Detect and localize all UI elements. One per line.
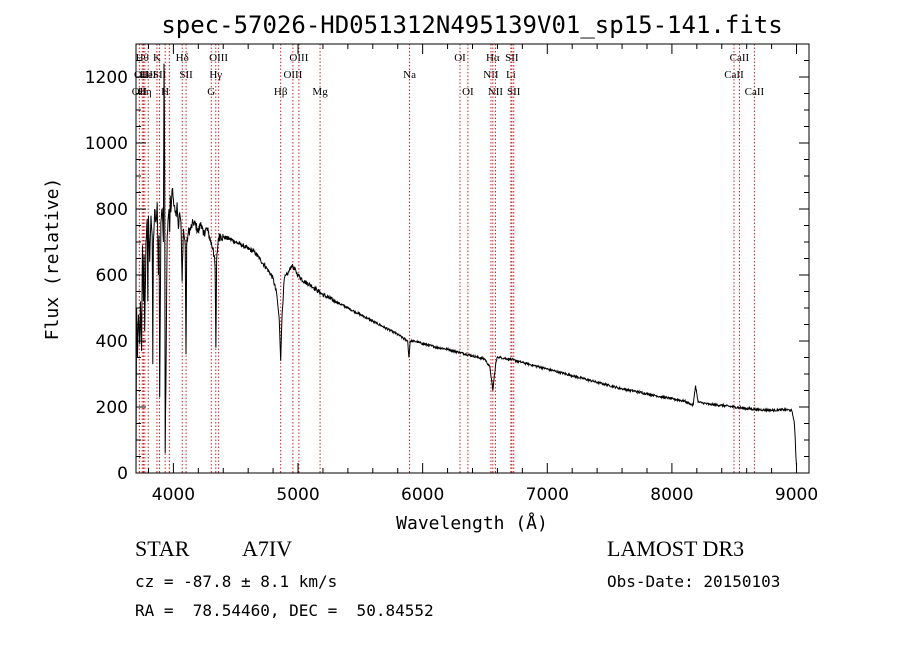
x-tick-label: 9000 (775, 485, 818, 505)
object-subclass: A7IV (242, 536, 293, 561)
y-tick-label: 0 (117, 464, 128, 484)
marker-label: K (153, 52, 161, 64)
marker-label: OIII (283, 69, 302, 81)
spectrum-line (135, 63, 797, 474)
object-class: STAR (135, 536, 190, 561)
marker-label: Mg (312, 86, 328, 98)
plot-frame (135, 43, 810, 474)
x-axis-label: Wavelength (Å) (396, 512, 548, 534)
marker-label: Hη (138, 86, 152, 98)
marker-label: OI (454, 52, 466, 64)
y-tick-label: 600 (96, 266, 128, 286)
redshift-velocity: cz = -87.8 ± 8.1 km/s (135, 572, 338, 591)
marker-label: NII (488, 86, 504, 98)
marker-label: CaII (730, 52, 750, 64)
marker-label: NII (483, 69, 499, 81)
marker-label: Hδ (176, 52, 189, 64)
observation-date: Obs-Date: 20150103 (607, 572, 781, 591)
y-tick-label: 1000 (85, 134, 128, 154)
marker-label: Hβ (274, 86, 288, 98)
marker-label: OIII (209, 52, 228, 64)
y-tick-label: 1200 (85, 68, 128, 88)
marker-label: CaII (724, 69, 744, 81)
marker-label: CaII (745, 86, 765, 98)
marker-label: SII (505, 52, 519, 64)
sky-coordinates: RA = 78.54460, DEC = 50.84552 (135, 601, 434, 620)
marker-label: SII (153, 69, 167, 81)
marker-label: Li (506, 69, 516, 81)
x-tick-label: 4000 (152, 485, 195, 505)
marker-label: H (161, 86, 169, 98)
chart-title: spec-57026-HD051312N495139V01_sp15-141.f… (161, 11, 782, 39)
marker-label: G (207, 86, 215, 98)
marker-label: Hα (486, 52, 500, 64)
y-tick-label: 800 (96, 200, 128, 220)
y-tick-label: 400 (96, 332, 128, 352)
x-tick-label: 7000 (526, 485, 569, 505)
x-axis-ticks: 4000 5000 6000 7000 8000 9000 (147, 44, 818, 505)
marker-label: SII (507, 86, 521, 98)
x-tick-label: 8000 (650, 485, 693, 505)
y-axis-label: Flux (relative) (42, 178, 63, 341)
x-tick-label: 5000 (276, 485, 319, 505)
marker-label: HeI (140, 69, 157, 81)
marker-label: Na (403, 69, 416, 81)
spectral-line-markers: OIIHθOIIIHηHeIKSIIHHδSIIGHγOIIIHβOIIIOII… (132, 44, 765, 473)
y-axis-ticks: 0 200 400 600 800 1000 1200 (85, 60, 809, 484)
y-tick-label: 200 (96, 398, 128, 418)
x-tick-label: 6000 (401, 485, 444, 505)
marker-label: Hθ (136, 52, 149, 64)
marker-label: OIII (289, 52, 308, 64)
marker-label: Hγ (209, 69, 222, 81)
marker-label: OI (462, 86, 474, 98)
survey-name: LAMOST DR3 (607, 536, 745, 561)
marker-label: SII (179, 69, 193, 81)
